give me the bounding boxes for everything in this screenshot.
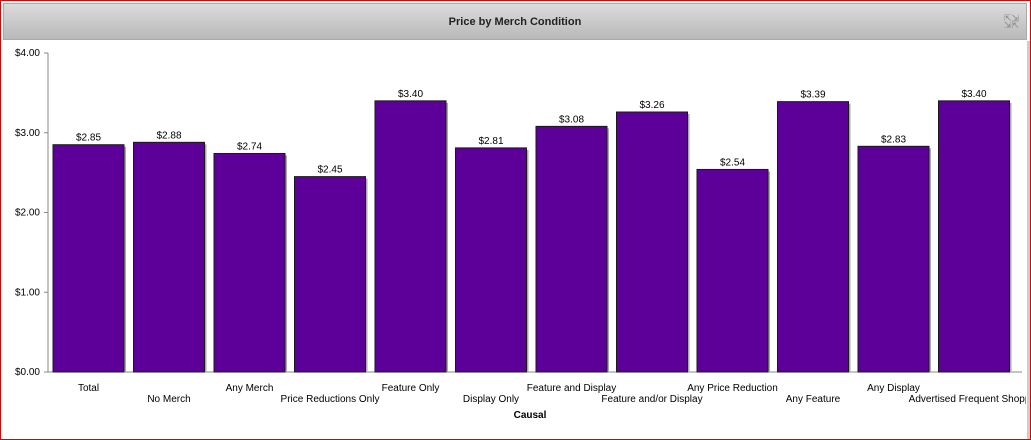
data-label: $2.83: [881, 134, 906, 145]
expand-arrows-icon[interactable]: ⇱⇲ ⇲⇱: [1004, 13, 1020, 30]
x-tick-label: No Merch: [147, 394, 190, 405]
x-tick-label: Feature and Display: [527, 383, 617, 394]
x-tick-label: Any Feature: [786, 394, 841, 405]
y-tick-label: $4.00: [15, 48, 40, 59]
bar: [777, 101, 849, 373]
chart-title: Price by Merch Condition: [448, 16, 582, 28]
data-label: $3.40: [961, 89, 986, 100]
y-tick-label: $2.00: [15, 208, 40, 219]
x-tick-label: Feature and/or Display: [601, 394, 702, 405]
data-label: $2.74: [237, 141, 262, 152]
data-label: $2.81: [478, 136, 503, 147]
scrollbar[interactable]: [1027, 41, 1030, 439]
bar: [857, 145, 930, 373]
data-label: $3.26: [639, 100, 664, 111]
data-label: $2.54: [720, 157, 745, 168]
bar: [535, 125, 608, 373]
bar: [213, 152, 286, 373]
x-tick-label: Advertised Frequent Shopper: [909, 394, 1026, 405]
x-tick-label: Feature Only: [382, 383, 440, 394]
bar-chart: $0.00 $1.00 $2.00 $3.00 $4.00 $2.85 Total $2.88…: [15, 48, 1026, 421]
bar: [616, 111, 688, 373]
bar: [938, 100, 1010, 373]
x-tick-label: Any Price Reduction: [687, 383, 778, 394]
bar: [52, 144, 125, 373]
y-tick-label: $3.00: [15, 128, 40, 139]
data-label: $3.08: [559, 114, 584, 125]
x-axis-title: Causal: [514, 410, 547, 421]
data-label: $2.88: [156, 130, 181, 141]
data-label: $2.85: [76, 133, 101, 144]
bar: [455, 147, 527, 373]
x-tick-label: Display Only: [463, 394, 519, 405]
x-tick-label: Any Display: [867, 383, 920, 394]
data-label: $2.45: [317, 165, 342, 176]
data-label: $3.40: [398, 89, 423, 100]
bar: [696, 168, 769, 373]
y-tick-label: $1.00: [15, 287, 40, 298]
x-tick-label: Total: [78, 383, 99, 394]
bar: [374, 100, 447, 373]
bar: [133, 141, 205, 373]
y-tick-label: $0.00: [15, 367, 40, 378]
bar: [294, 176, 366, 373]
x-tick-label: Price Reductions Only: [281, 394, 380, 405]
panel-header: Price by Merch Condition ⇱⇲ ⇲⇱: [3, 3, 1027, 40]
x-tick-label: Any Merch: [226, 383, 274, 394]
data-label: $3.39: [800, 90, 825, 101]
